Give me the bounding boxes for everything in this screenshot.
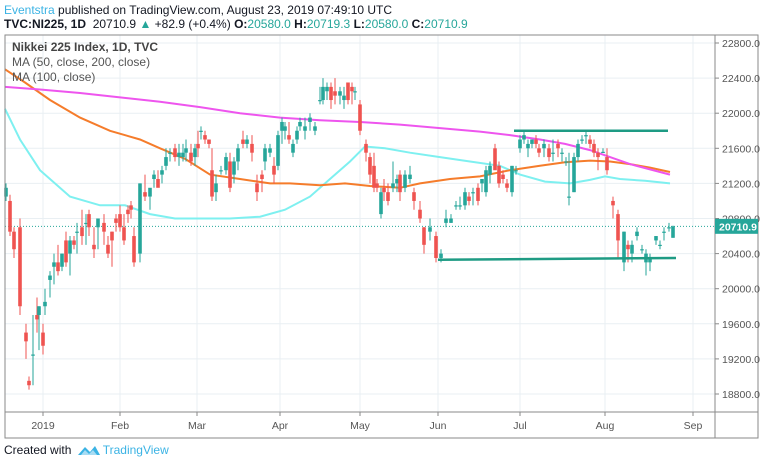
trendline[interactable] bbox=[437, 256, 677, 261]
svg-text:Jun: Jun bbox=[430, 420, 447, 432]
svg-text:22800.0: 22800.0 bbox=[722, 38, 760, 50]
high-label: H: bbox=[294, 17, 307, 31]
change-value: +82.9 (+0.4%) bbox=[154, 17, 231, 31]
close-label: C: bbox=[411, 17, 425, 31]
symbol-label: TVC:NI225, 1D bbox=[4, 17, 87, 31]
tradingview-logo-icon bbox=[77, 446, 100, 455]
legend-ma1: MA (50, close, 200, close) bbox=[12, 55, 151, 69]
price-axis[interactable]: 22800.022400.022000.021600.021200.020800… bbox=[715, 38, 760, 401]
ma100-line bbox=[4, 68, 671, 189]
time-axis[interactable]: 2019 Feb Mar Apr May Jun Jul Aug Sep bbox=[31, 412, 702, 432]
candlesticks bbox=[4, 78, 675, 390]
low-value: 20580.0 bbox=[364, 17, 409, 31]
ma200-line bbox=[4, 85, 671, 176]
price-chart[interactable]: 22800.022400.022000.021600.021200.020800… bbox=[0, 0, 768, 440]
svg-text:19200.0: 19200.0 bbox=[722, 354, 760, 366]
tradingview-brand-link[interactable]: TradingView bbox=[102, 443, 169, 457]
high-value: 20719.3 bbox=[306, 17, 351, 31]
chart-frame bbox=[4, 34, 759, 439]
created-with-text: Created with bbox=[4, 443, 72, 457]
svg-text:2019: 2019 bbox=[31, 420, 55, 432]
svg-text:22000.0: 22000.0 bbox=[722, 108, 760, 120]
publish-info: Eventstra published on TradingView.com, … bbox=[4, 3, 392, 17]
published-text: published on TradingView.com, August 23,… bbox=[54, 3, 393, 17]
symbol-ohlc-bar: TVC:NI225, 1D 20710.9 ▲ +82.9 (+0.4%) O:… bbox=[4, 17, 468, 31]
svg-text:Jul: Jul bbox=[513, 420, 526, 432]
svg-text:Feb: Feb bbox=[111, 420, 129, 432]
open-label: O: bbox=[234, 17, 248, 31]
author-link[interactable]: Eventstra bbox=[4, 3, 55, 17]
svg-text:Sep: Sep bbox=[684, 420, 703, 432]
chart-legend: Nikkei 225 Index, 1D, TVC MA (50, close,… bbox=[12, 40, 158, 85]
svg-text:21200.0: 21200.0 bbox=[722, 178, 760, 190]
legend-ma2: MA (100, close) bbox=[12, 70, 96, 84]
svg-text:Aug: Aug bbox=[596, 420, 615, 432]
last-price: 20710.9 bbox=[92, 17, 137, 31]
trendlines[interactable] bbox=[437, 129, 677, 261]
legend-title: Nikkei 225 Index, 1D, TVC bbox=[12, 40, 159, 54]
low-label: L: bbox=[353, 17, 365, 31]
svg-text:Mar: Mar bbox=[188, 420, 207, 432]
svg-text:20400.0: 20400.0 bbox=[722, 249, 760, 261]
moving-averages bbox=[4, 68, 715, 227]
up-arrow-icon: ▲ bbox=[139, 17, 152, 31]
ma50-line bbox=[4, 108, 671, 220]
close-value: 20710.9 bbox=[424, 17, 468, 31]
svg-text:May: May bbox=[350, 420, 371, 432]
svg-text:20710.9: 20710.9 bbox=[719, 221, 757, 233]
svg-text:22400.0: 22400.0 bbox=[722, 73, 760, 85]
svg-text:Apr: Apr bbox=[272, 420, 289, 432]
svg-text:20000.0: 20000.0 bbox=[722, 284, 760, 296]
svg-text:18800.0: 18800.0 bbox=[722, 389, 760, 401]
chart-grid bbox=[5, 35, 715, 412]
svg-text:19600.0: 19600.0 bbox=[722, 319, 760, 331]
footer: Created with TradingView bbox=[4, 443, 169, 457]
svg-text:21600.0: 21600.0 bbox=[722, 143, 760, 155]
open-value: 20580.0 bbox=[247, 17, 291, 31]
